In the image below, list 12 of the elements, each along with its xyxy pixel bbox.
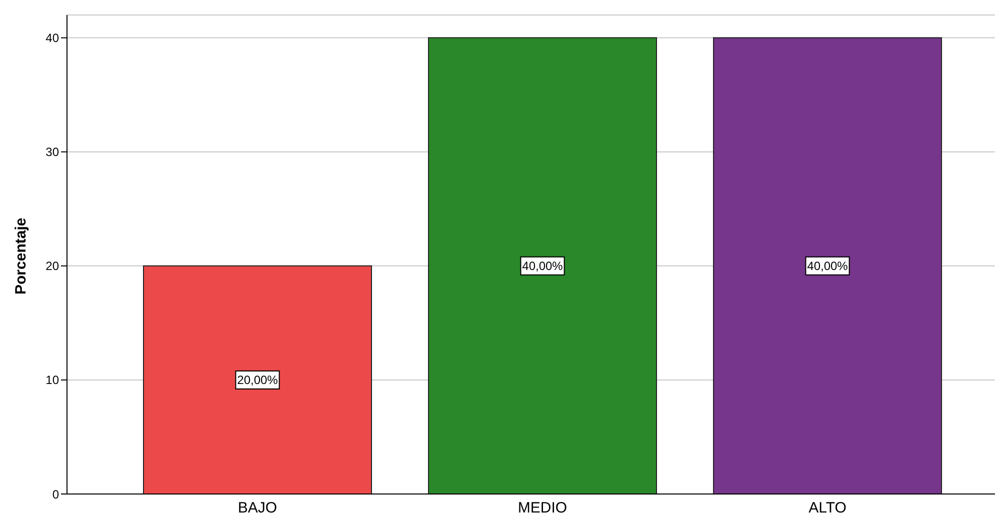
data-label: 20,00% — [237, 372, 278, 387]
x-tick-label: ALTO — [808, 500, 846, 517]
y-tick-label: 40 — [46, 31, 60, 46]
y-tick-label: 20 — [46, 259, 60, 274]
data-label: 40,00% — [807, 258, 848, 273]
y-tick-label: 30 — [46, 145, 60, 160]
y-tick-label: 10 — [46, 373, 60, 388]
y-axis-title: Porcentaje — [12, 218, 30, 294]
y-tick-label: 0 — [52, 487, 60, 502]
x-tick-label: BAJO — [238, 500, 278, 517]
x-tick-label: MEDIO — [518, 500, 568, 517]
data-label: 40,00% — [522, 258, 564, 273]
